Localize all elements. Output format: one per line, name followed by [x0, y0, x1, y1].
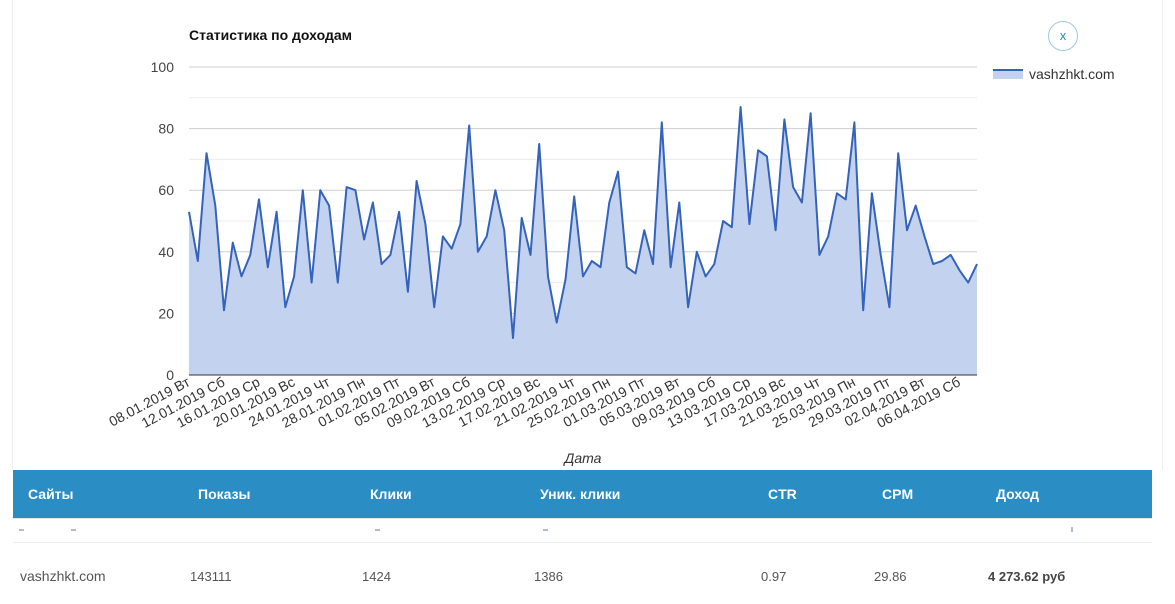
cell-unique-clicks: 1386 — [534, 569, 563, 584]
panel-border-left — [12, 0, 13, 470]
table-row: vashzhkt.com 143111 1424 1386 0.97 29.86… — [13, 542, 1152, 604]
table-header: Сайты Показы Клики Уник. клики CTR CPM Д… — [13, 470, 1152, 518]
legend-label: vashzhkt.com — [1029, 66, 1115, 82]
col-header-ctr[interactable]: CTR — [768, 486, 797, 502]
col-header-impressions[interactable]: Показы — [198, 486, 251, 502]
chart-area-series — [188, 106, 978, 376]
cell-site[interactable]: vashzhkt.com — [20, 568, 106, 584]
x-axis-label: Дата — [563, 450, 602, 466]
cell-income: 4 273.62 руб — [988, 569, 1066, 584]
legend-swatch — [993, 69, 1023, 79]
cell-impressions: 143111 — [190, 569, 232, 584]
y-tick-label: 40 — [158, 244, 174, 260]
close-button[interactable]: x — [1048, 21, 1078, 51]
cell-clicks: 1424 — [362, 569, 391, 584]
y-tick-label: 0 — [166, 367, 174, 383]
panel-border-right — [1162, 0, 1163, 470]
y-tick-label: 60 — [158, 182, 174, 198]
series-line — [188, 106, 978, 339]
chart-legend: vashzhkt.com — [993, 66, 1115, 82]
cell-cpm: 29.86 — [874, 569, 907, 584]
y-tick-label: 80 — [158, 121, 174, 137]
col-header-sites[interactable]: Сайты — [28, 486, 74, 502]
y-axis-ticks: 0 20 40 60 80 100 — [151, 59, 175, 383]
col-header-cpm[interactable]: CPM — [882, 486, 914, 502]
y-tick-label: 20 — [158, 305, 174, 321]
table-row-cut-off — [13, 518, 1152, 542]
cell-ctr: 0.97 — [761, 569, 787, 584]
series-area-fill — [189, 107, 977, 375]
col-header-clicks[interactable]: Клики — [370, 486, 412, 502]
chart-title: Статистика по доходам — [189, 27, 352, 43]
col-header-income[interactable]: Доход — [996, 486, 1040, 502]
col-header-unique-clicks[interactable]: Уник. клики — [540, 486, 621, 502]
y-tick-label: 100 — [151, 59, 175, 75]
